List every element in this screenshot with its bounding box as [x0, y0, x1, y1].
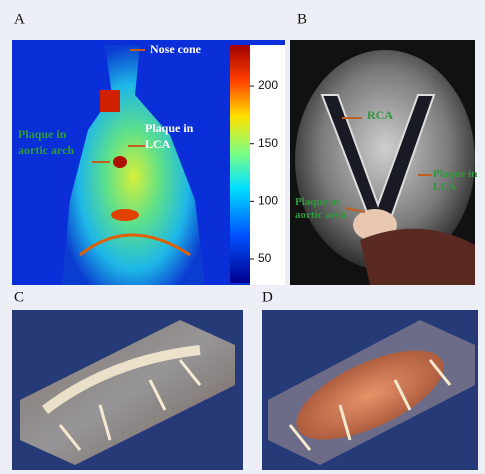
- annotation: Plaque in LCA: [433, 168, 478, 194]
- annotation-box: Plaque in aortic arch: [295, 196, 350, 246]
- annotation: Plaque in aortic arch: [18, 126, 98, 158]
- annotation-box: Plaque in aortic arch: [18, 126, 98, 186]
- colorbar-tick-label: 150: [258, 136, 278, 150]
- panel-b-image: [290, 40, 475, 285]
- panel-label: C: [14, 289, 24, 305]
- colorbar-tick-label: 100: [258, 194, 278, 208]
- annotation: Nose cone: [150, 42, 202, 56]
- page: {"panels": [ {"label": "A", "annotations…: [0, 0, 485, 474]
- annotation: Plaque in aortic arch: [295, 196, 350, 222]
- annotation-box: Plaque in LCA: [433, 168, 478, 208]
- figure: A Nose cone Plaque in aortic arch Plaque…: [0, 0, 485, 474]
- panel-d-image: [262, 310, 478, 470]
- panel-label: B: [297, 11, 307, 27]
- colorbar-tick-label: 200: [258, 78, 278, 92]
- annotation: RCA: [367, 108, 393, 122]
- panel-label: D: [262, 289, 273, 305]
- panel-c-image: [12, 310, 243, 470]
- annotation-box: Plaque in LCA: [145, 120, 220, 160]
- annotation: Plaque in LCA: [145, 120, 220, 152]
- panel-label: A: [14, 11, 25, 27]
- colorbar-tick-label: 50: [258, 251, 272, 265]
